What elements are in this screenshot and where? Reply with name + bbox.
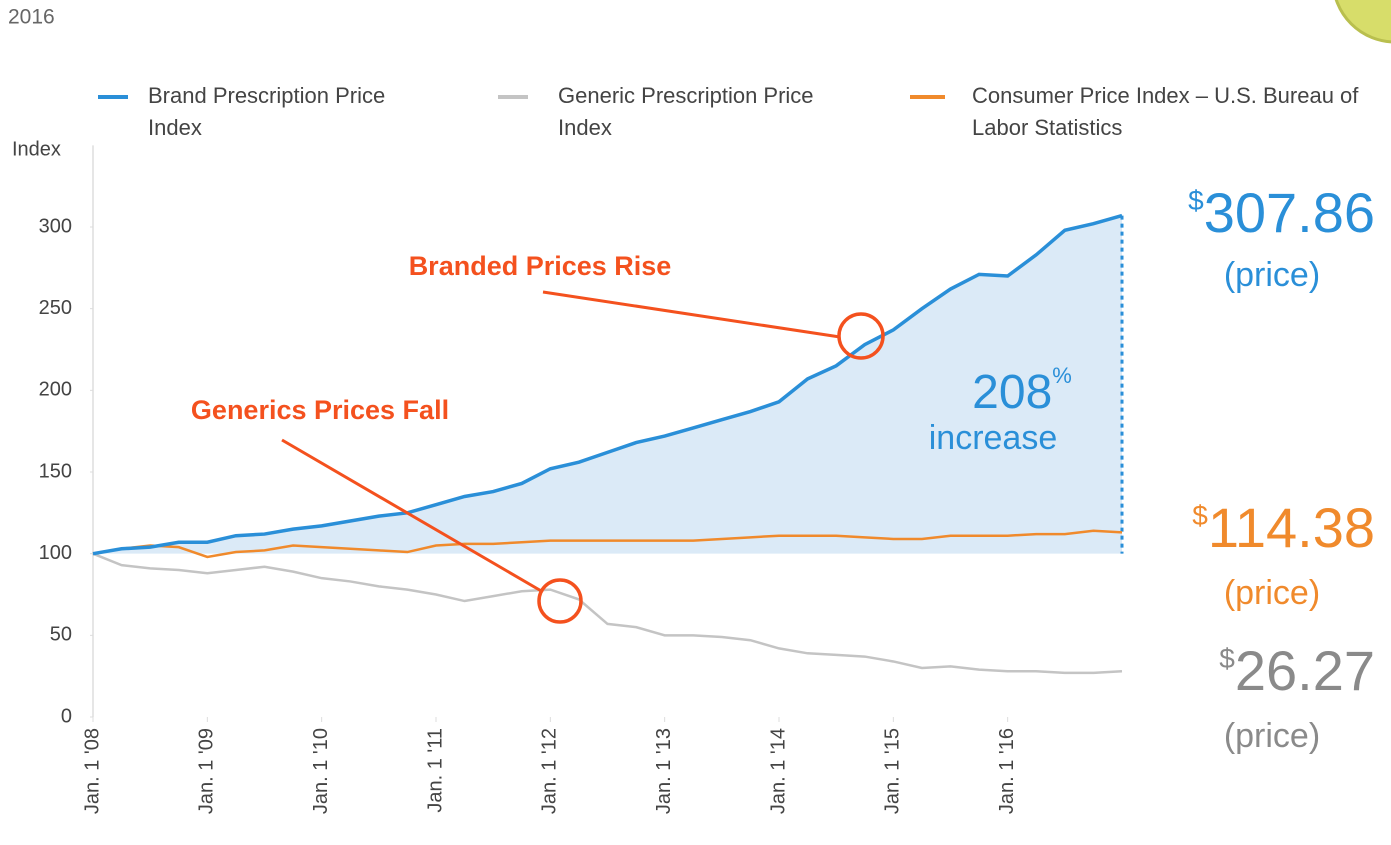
y-tick-label: 50 [50, 624, 72, 646]
end-label-currency: $ [1192, 500, 1208, 531]
series-line [92, 213, 1123, 556]
end-label: $114.38 [1192, 496, 1375, 559]
x-tick-label: Jan. 1 '09 [196, 728, 218, 814]
area [93, 215, 1122, 554]
end-label-note: (price) [1224, 717, 1320, 755]
y-tick-label: 200 [39, 379, 72, 401]
chart-title: 2016 [8, 6, 55, 29]
annotation: Branded Prices Rise [409, 251, 672, 281]
end-label-amount: 307.86 [1204, 181, 1375, 244]
x-tick-label: Jan. 1 '12 [539, 728, 561, 814]
x-tick-label: Jan. 1 '08 [81, 728, 103, 814]
series-line [92, 529, 1123, 559]
x-tick-label: Jan. 1 '15 [882, 728, 904, 814]
y-tick-label: 150 [39, 460, 72, 482]
end-label-currency: $ [1188, 185, 1204, 216]
legend-entry: Generic Prescription Price Index [558, 83, 814, 140]
legend-entry: Brand Prescription Price Index [148, 83, 386, 140]
x-tick-label: Jan. 1 '10 [310, 728, 332, 814]
legend-entry: Consumer Price Index – U.S. Bureau of La… [972, 83, 1359, 140]
annotation-line [281, 438, 544, 594]
decor-circle [1334, 0, 1391, 44]
y-tick-label: 0 [61, 705, 72, 727]
x-tick-label: Jan. 1 '16 [996, 728, 1018, 814]
x-tick-label: Jan. 1 '14 [767, 728, 789, 814]
increase-number: 208 [972, 366, 1052, 419]
end-label-note: (price) [1224, 574, 1320, 612]
series-line [92, 552, 1123, 675]
annotation-line [542, 290, 841, 339]
annotation: Generics Prices Fall [191, 395, 449, 425]
y-tick-label: 300 [39, 215, 72, 237]
end-label-note: (price) [1224, 256, 1320, 294]
x-tick-label: Jan. 1 '11 [424, 728, 446, 813]
end-label: $26.27 [1219, 639, 1375, 702]
x-tick-label: Jan. 1 '13 [653, 728, 675, 814]
increase-unit: % [1052, 363, 1072, 388]
annotation-circle [837, 312, 885, 360]
increase-text: increase [929, 419, 1058, 457]
end-label-amount: 26.27 [1235, 639, 1375, 702]
increase-value: 208% [972, 363, 1072, 419]
y-tick-label: 250 [39, 297, 72, 319]
y-tick-label: 100 [39, 542, 72, 564]
y-axis-label: Index [12, 138, 61, 160]
end-label-amount: 114.38 [1208, 496, 1375, 559]
end-label: $307.86 [1188, 181, 1375, 244]
annotation-circle [537, 578, 583, 624]
end-label-currency: $ [1219, 643, 1235, 674]
